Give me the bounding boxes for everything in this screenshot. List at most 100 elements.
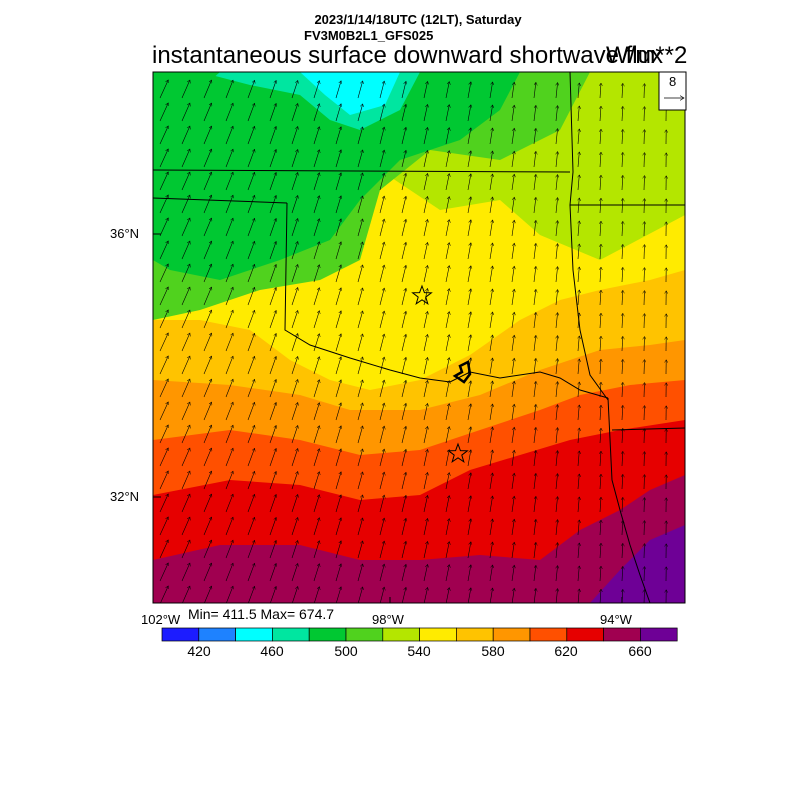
colorbar-label: 500 [334, 643, 358, 659]
wind-arrow [423, 196, 428, 214]
lon-label-102w: 102°W [141, 612, 181, 627]
wind-arrow [423, 173, 428, 191]
wind-arrow [379, 311, 384, 329]
wind-arrow [423, 334, 428, 352]
wind-arrow [225, 333, 233, 352]
wind-arrow [423, 587, 428, 603]
wind-arrow [357, 311, 363, 329]
wind-arrow [291, 334, 298, 352]
wind-arrow [644, 383, 645, 398]
wind-arrow [600, 589, 601, 603]
wind-arrow [489, 243, 493, 260]
wind-arrow [533, 335, 536, 352]
axis-ticks [152, 233, 623, 603]
wind-arrow [511, 197, 514, 214]
wind-arrow [533, 427, 536, 444]
wind-arrow [225, 264, 233, 283]
wind-arrow [644, 84, 645, 99]
wind-arrow [467, 289, 471, 306]
wind-arrow [578, 566, 579, 582]
wind-arrow [556, 497, 558, 513]
wind-arrow [511, 496, 514, 513]
wind-arrow [423, 403, 428, 421]
colorbar-swatch [456, 627, 494, 642]
wind-arrow [423, 426, 428, 444]
wind-arrow [181, 425, 190, 444]
wind-arrow [313, 495, 319, 513]
wind-arrow [600, 198, 601, 214]
colorbar-swatch [345, 627, 384, 642]
wind-arrow [247, 287, 255, 306]
wind-arrow [445, 542, 449, 559]
wind-arrow [600, 451, 601, 467]
wind-arrow [313, 357, 319, 375]
wind-arrow [291, 541, 298, 559]
wind-arrow [181, 241, 190, 260]
wind-arrow [511, 335, 514, 352]
wind-arrow [489, 519, 493, 536]
wind-arrow [335, 242, 341, 260]
wind-arrow [423, 219, 428, 237]
wind-arrow [644, 498, 645, 513]
wind-arrow [600, 175, 601, 191]
wind-arrow [578, 336, 579, 352]
wind-arrow [225, 172, 233, 191]
wind-arrow [203, 333, 212, 352]
wind-arrow [401, 127, 406, 145]
wind-arrow [181, 517, 190, 536]
wind-arrow [181, 287, 190, 306]
wind-arrow [511, 174, 514, 191]
wind-arrow [247, 471, 255, 490]
wind-arrow [622, 382, 623, 398]
wind-arrow [379, 81, 384, 99]
wind-arrow [159, 379, 168, 398]
wind-arrow [644, 475, 645, 490]
wind-arrow [247, 80, 255, 99]
wind-arrow [203, 126, 212, 145]
wind-arrow [269, 172, 276, 191]
wind-arrow [335, 127, 341, 145]
wind-arrow [203, 172, 212, 191]
wind-arrow [556, 382, 558, 398]
model-name: FV3M0B2L1_GFS025 [304, 28, 434, 43]
wind-arrow [159, 195, 168, 214]
wind-arrow [291, 357, 298, 375]
state-boundaries [153, 72, 685, 603]
wind-arrow [313, 288, 319, 306]
wind-arrow [181, 310, 190, 329]
wind-arrow [291, 472, 298, 490]
wind-arrow [600, 520, 601, 536]
wind-arrow [600, 152, 601, 168]
wind-arrow [335, 403, 341, 421]
wind-arrow [578, 543, 579, 559]
wind-arrow [622, 152, 623, 168]
wind-arrow [335, 380, 341, 398]
wind-arrow [313, 518, 319, 536]
wind-arrow [445, 128, 449, 145]
wind-arrow [533, 151, 536, 168]
wind-arrow [467, 427, 471, 444]
wind-arrow [313, 311, 319, 329]
wind-arrow [445, 289, 449, 306]
wind-arrow [556, 405, 558, 421]
wind-arrow [292, 587, 298, 603]
wind-arrow [578, 106, 579, 122]
wind-arrow [313, 449, 319, 467]
wind-arrow [247, 494, 255, 513]
wind-arrow [644, 130, 645, 145]
wind-arrow [423, 357, 428, 375]
wind-arrow [357, 403, 363, 421]
wind-arrow [247, 241, 255, 260]
wind-arrow [313, 127, 319, 145]
wind-arrow [578, 474, 579, 490]
city-markers [411, 284, 469, 464]
wind-arrow [225, 126, 233, 145]
wind-arrow [489, 404, 493, 421]
star-marker-south [447, 442, 469, 464]
wind-arrow [269, 494, 276, 513]
wind-arrow [644, 406, 645, 421]
wind-arrow [423, 518, 428, 536]
wind-arrow [379, 495, 384, 513]
wind-arrow [423, 104, 428, 122]
